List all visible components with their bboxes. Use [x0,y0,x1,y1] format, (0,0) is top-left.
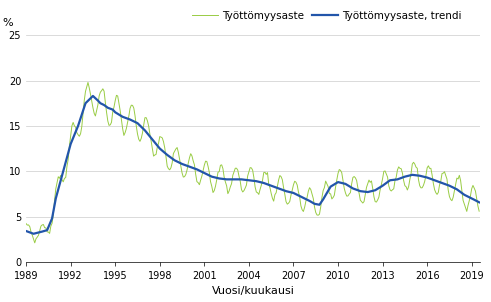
Työttömyysaste, trendi [335,180,341,184]
Työttömyysaste, trendi [245,178,250,182]
Työttömyysaste [47,232,53,235]
Työttömyysaste [23,222,29,225]
Työttömyysaste, trendi [39,230,45,233]
Line: Työttömyysaste, trendi: Työttömyysaste, trendi [26,96,479,234]
Työttömyysaste, trendi [362,190,368,194]
Työttömyysaste, trendi [90,94,96,98]
Työttömyysaste [39,223,45,227]
Työttömyysaste [32,241,38,245]
X-axis label: Vuosi/kuukausi: Vuosi/kuukausi [212,286,295,297]
Työttömyysaste, trendi [476,201,482,204]
Y-axis label: %: % [2,18,13,28]
Työttömyysaste [335,172,341,175]
Työttömyysaste, trendi [47,223,53,226]
Legend: Työttömyysaste, Työttömyysaste, trendi: Työttömyysaste, Työttömyysaste, trendi [188,6,466,25]
Line: Työttömyysaste: Työttömyysaste [26,82,479,243]
Työttömyysaste, trendi [465,195,471,198]
Työttömyysaste [362,192,368,196]
Työttömyysaste [476,209,482,213]
Työttömyysaste, trendi [23,229,29,233]
Työttömyysaste [465,204,471,207]
Työttömyysaste [245,174,250,178]
Työttömyysaste, trendi [30,232,36,236]
Työttömyysaste [85,81,91,84]
